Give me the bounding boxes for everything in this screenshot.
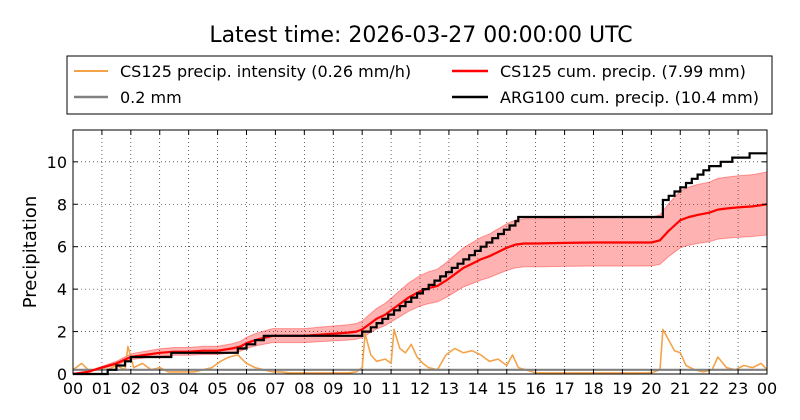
x-tick-label: 11 [381,379,401,398]
y-tick-label: 4 [57,280,67,299]
x-tick-label: 18 [583,379,603,398]
series-line-cs125-cum [72,203,768,376]
legend-box [66,55,773,115]
x-tick-label: 04 [178,379,198,398]
x-tick-label: 12 [410,379,430,398]
x-tick-label: 13 [439,379,459,398]
x-tick-label: 03 [150,379,170,398]
legend-label-arg100-cum: ARG100 cum. precip. (10.4 mm) [500,88,759,107]
series-line-cs125-intensity [72,328,768,374]
y-tick-label: 2 [57,323,67,342]
x-tick-label: 09 [323,379,343,398]
y-ticks: 0 2 4 6 8 10 [47,153,767,384]
legend-label-threshold: 0.2 mm [120,88,182,107]
x-tick-label: 15 [497,379,517,398]
x-tick-label: 14 [468,379,488,398]
y-tick-label: 0 [57,365,67,384]
x-tick-label: 10 [352,379,372,398]
x-tick-label: 05 [207,379,227,398]
legend-label-cs125-cum: CS125 cum. precip. (7.99 mm) [500,62,746,81]
x-tick-label: 16 [525,379,545,398]
x-tick-label: 06 [236,379,256,398]
grid [73,130,767,374]
x-tick-label: 23 [728,379,748,398]
chart-title: Latest time: 2026-03-27 00:00:00 UTC [209,23,632,48]
y-tick-label: 6 [57,238,67,257]
x-tick-label: 07 [265,379,285,398]
legend-label-intensity: CS125 precip. intensity (0.26 mm/h) [120,62,411,81]
x-tick-label: 21 [670,379,690,398]
y-axis-label: Precipitation [20,196,41,309]
x-tick-label: 20 [641,379,661,398]
x-tick-label: 08 [294,379,314,398]
x-ticks: 00 01 02 03 04 05 06 07 08 09 10 11 12 13 14 15 16 17 18 19… [63,130,777,398]
series-line-arg100-cum [73,152,767,376]
x-tick-label: 01 [92,379,112,398]
x-tick-label: 22 [699,379,719,398]
y-tick-label: 10 [47,153,67,172]
x-tick-label: 00 [757,379,777,398]
x-tick-label: 00 [63,379,83,398]
x-tick-label: 19 [612,379,632,398]
x-tick-label: 17 [554,379,574,398]
legend: CS125 precip. intensity (0.26 mm/h) CS12… [66,55,773,115]
y-tick-label: 8 [57,195,67,214]
x-tick-label: 02 [121,379,141,398]
